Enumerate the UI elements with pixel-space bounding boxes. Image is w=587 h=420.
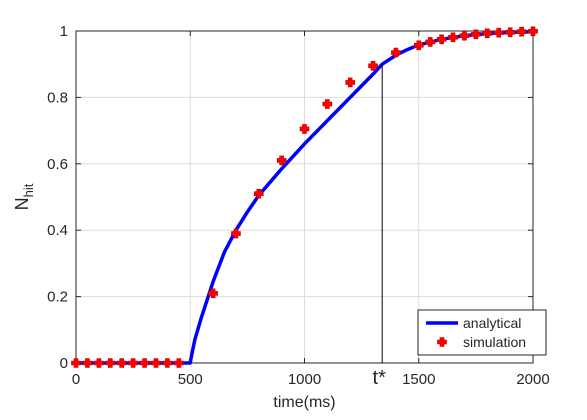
data-point-simulation — [516, 26, 527, 37]
legend-box — [417, 309, 547, 356]
series — [71, 26, 538, 368]
data-point-simulation — [436, 34, 447, 45]
data-point-simulation — [505, 27, 515, 38]
data-point-simulation — [94, 358, 104, 368]
data-point-simulation — [299, 124, 310, 134]
data-point-simulation — [162, 358, 173, 368]
axis-ticks: 0 500 1000 1500 2000 0 0.2 0.4 0.6 0.8 1 — [47, 23, 550, 388]
data-point-simulation — [459, 30, 470, 41]
data-point-simulation — [322, 99, 333, 109]
legend-label-analytical: analytical — [463, 315, 521, 331]
data-point-simulation — [71, 358, 81, 368]
data-point-simulation — [116, 358, 127, 368]
data-point-simulation — [345, 77, 355, 88]
data-point-simulation — [174, 358, 184, 368]
data-point-simulation — [139, 358, 150, 368]
y-tick-label: 0.2 — [47, 289, 68, 306]
data-point-simulation — [276, 155, 287, 166]
data-point-simulation — [448, 32, 458, 43]
y-axis-label-subscript: hit — [21, 183, 36, 197]
legend-swatch-simulation — [437, 337, 447, 347]
data-point-simulation — [151, 358, 161, 368]
x-tick-label: 2000 — [516, 371, 549, 388]
data-point-simulation — [528, 26, 538, 37]
data-point-simulation — [254, 188, 264, 199]
data-point-simulation — [82, 358, 93, 368]
y-axis-label-main: N — [12, 197, 32, 210]
y-axis-label: Nhit — [12, 183, 36, 210]
x-tick-label: 1000 — [288, 371, 321, 388]
data-point-simulation — [425, 37, 435, 47]
data-point-simulation — [368, 61, 378, 71]
data-point-simulation — [413, 40, 424, 51]
legend-label-simulation: simulation — [463, 334, 526, 350]
data-point-simulation — [128, 358, 138, 368]
data-point-simulation — [208, 288, 218, 299]
x-axis-label: time(ms) — [273, 394, 335, 411]
annotations: t* — [373, 64, 387, 389]
y-tick-label: 0 — [60, 355, 68, 372]
data-point-simulation — [231, 228, 241, 239]
data-point-simulation — [482, 28, 493, 39]
data-point-simulation — [105, 358, 116, 368]
y-tick-label: 0.8 — [47, 89, 68, 106]
data-point-simulation — [493, 27, 504, 38]
legend: analytical simulation — [417, 309, 547, 356]
y-tick-label: 1 — [60, 23, 68, 40]
axis-labels: time(ms) Nhit — [12, 183, 336, 411]
y-tick-label: 0.4 — [47, 222, 68, 239]
x-tick-label: 0 — [72, 371, 80, 388]
y-tick-label: 0.6 — [47, 156, 68, 173]
annotation-label: t* — [373, 367, 387, 389]
data-point-simulation — [471, 29, 481, 40]
data-point-simulation — [391, 47, 401, 58]
x-tick-label: 500 — [178, 371, 203, 388]
x-tick-label: 1500 — [402, 371, 435, 388]
